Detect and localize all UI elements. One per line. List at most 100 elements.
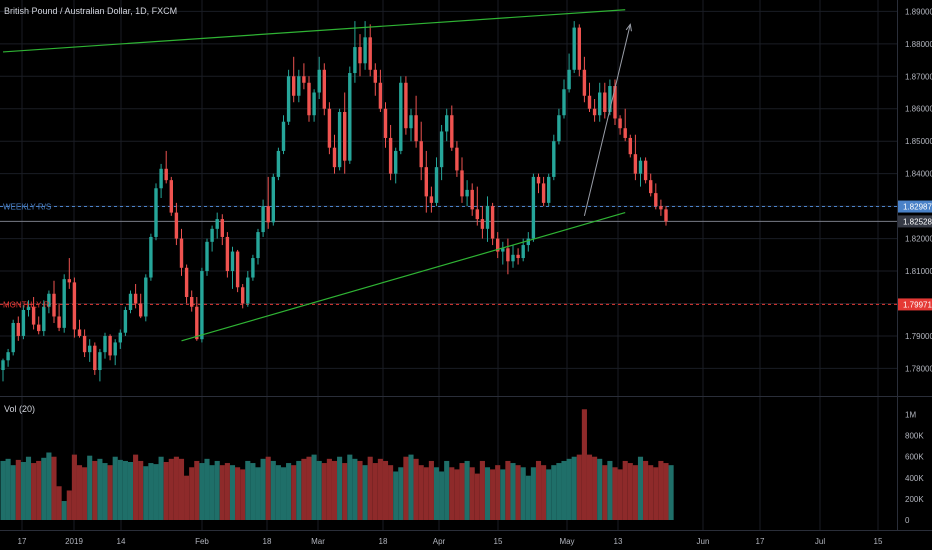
volume-bar bbox=[306, 456, 312, 520]
volume-bar bbox=[342, 463, 348, 520]
volume-pane-label: Vol (20) bbox=[4, 404, 36, 414]
volume-bar bbox=[36, 460, 42, 520]
candle-body bbox=[455, 147, 459, 171]
volume-bar bbox=[51, 456, 57, 520]
volume-bar bbox=[112, 456, 118, 520]
candle-body bbox=[557, 115, 561, 142]
candle-body bbox=[562, 89, 566, 116]
volume-bar bbox=[632, 465, 638, 520]
candle-body bbox=[235, 251, 240, 288]
time-axis[interactable]: 17 2019 14 Feb 18 Mar 18 Apr 15 May 13 Jun 17 Jul 15 bbox=[18, 537, 883, 546]
volume-bar bbox=[168, 458, 174, 520]
volume-bar bbox=[367, 456, 373, 520]
candle-body bbox=[577, 27, 581, 70]
volume-bar bbox=[474, 473, 480, 520]
candle-body bbox=[251, 258, 255, 278]
candle-body bbox=[460, 170, 464, 197]
candle-body bbox=[414, 115, 418, 142]
candle-body bbox=[659, 206, 663, 210]
volume-bar bbox=[627, 463, 633, 520]
candle-body bbox=[72, 282, 77, 330]
candle-body bbox=[383, 108, 388, 138]
candle-body bbox=[113, 342, 117, 356]
volume-bar bbox=[143, 466, 149, 520]
candle-body bbox=[1, 360, 5, 371]
time-tick-label: 18 bbox=[379, 537, 388, 546]
volume-bar bbox=[352, 458, 358, 520]
candle-body bbox=[649, 180, 653, 194]
volume-bar bbox=[469, 467, 475, 520]
candle-body bbox=[419, 141, 423, 168]
candle-body bbox=[353, 47, 357, 74]
volume-bar bbox=[622, 460, 628, 520]
time-tick-label: Apr bbox=[433, 537, 446, 546]
candle-body bbox=[623, 128, 627, 138]
level-labels: WEEKLY R/S 1.82987 1.82528 MONTHLY R 1.79971 bbox=[3, 200, 932, 311]
volume-bar bbox=[413, 458, 419, 520]
time-tick-label: 15 bbox=[874, 537, 883, 546]
volume-bar bbox=[423, 467, 429, 520]
price-tag-label: 1.82987 bbox=[903, 203, 932, 212]
price-tick-label: 1.89000 bbox=[905, 7, 932, 16]
volume-bar bbox=[331, 460, 338, 520]
candle-body bbox=[388, 137, 393, 174]
candle-body bbox=[52, 293, 56, 317]
candle-body bbox=[205, 241, 209, 272]
price-tag bbox=[898, 298, 932, 311]
volume-bar bbox=[301, 458, 307, 520]
volume-bar bbox=[255, 467, 261, 520]
volume-bar bbox=[479, 460, 485, 520]
volume-bar bbox=[0, 460, 6, 520]
candle-body bbox=[144, 277, 148, 317]
candle-body bbox=[490, 206, 495, 239]
volume-bar bbox=[291, 465, 297, 520]
candle-body bbox=[664, 209, 668, 222]
level-label: MONTHLY R bbox=[3, 300, 50, 309]
candle-body bbox=[332, 147, 337, 168]
volume-tick-label: 800K bbox=[905, 432, 924, 441]
volume-bar bbox=[189, 467, 195, 520]
price-tick-label: 1.87000 bbox=[905, 72, 932, 81]
candle-body bbox=[88, 345, 92, 353]
candle-body bbox=[230, 251, 235, 272]
candle-body bbox=[297, 76, 301, 96]
volume-bar bbox=[515, 465, 521, 520]
volume-bar bbox=[224, 463, 230, 520]
volume-bar bbox=[566, 458, 572, 520]
candle-body bbox=[128, 293, 133, 310]
volume-bar bbox=[229, 465, 236, 520]
volume-axis[interactable]: 0 200K 400K 600K 800K 1M bbox=[905, 411, 924, 525]
candle-body bbox=[179, 238, 184, 268]
volume-bar bbox=[296, 460, 302, 520]
price-tag-label: 1.79971 bbox=[903, 300, 932, 309]
volume-bar bbox=[270, 460, 276, 520]
volume-bar bbox=[663, 463, 669, 520]
volume-bar bbox=[505, 460, 511, 520]
price-axis[interactable]: 1.780001.790001.800001.810001.820001.830… bbox=[905, 7, 932, 373]
volume-bar bbox=[439, 471, 445, 520]
time-tick-label: Jul bbox=[815, 537, 825, 546]
volume-bar bbox=[449, 467, 455, 520]
candle-body bbox=[475, 209, 479, 220]
candle-body bbox=[312, 92, 316, 116]
candle-body bbox=[434, 167, 439, 203]
volume-bar bbox=[245, 460, 251, 520]
candle-body bbox=[572, 27, 576, 70]
candle-body bbox=[11, 322, 15, 353]
candle-body bbox=[582, 69, 587, 96]
volume-bar bbox=[158, 456, 164, 520]
price-tag bbox=[898, 215, 932, 228]
volume-bar bbox=[398, 467, 404, 520]
price-tick-label: 1.84000 bbox=[905, 170, 932, 179]
candle-body bbox=[307, 82, 311, 116]
volume-bar bbox=[617, 469, 623, 520]
candle-body bbox=[174, 212, 179, 239]
candle-body bbox=[164, 168, 168, 181]
price-tag bbox=[898, 200, 932, 213]
candle-body bbox=[16, 322, 20, 336]
candle-body bbox=[567, 69, 571, 90]
candle-body bbox=[98, 352, 102, 371]
volume-bar bbox=[265, 456, 271, 520]
volume-bar bbox=[643, 460, 649, 520]
candle-body bbox=[526, 238, 530, 246]
